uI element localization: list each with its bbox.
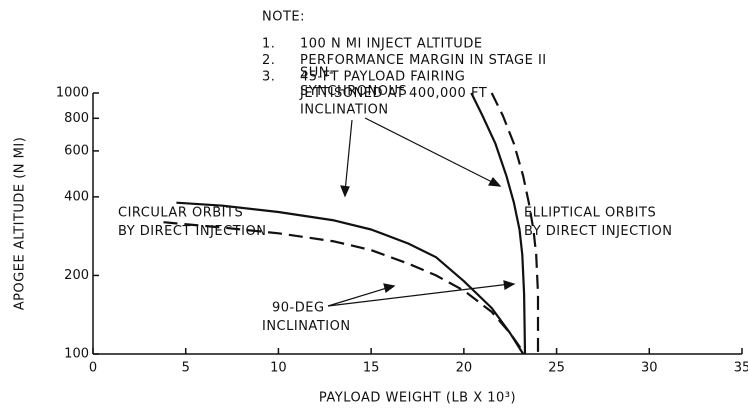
note-number: 3. — [262, 70, 275, 85]
annotation: INCLINATION — [262, 319, 351, 334]
arrow — [364, 117, 497, 185]
x-tick-label: 10 — [270, 361, 287, 376]
y-tick-label: 600 — [64, 143, 89, 158]
annotation: CIRCULAR ORBITS — [118, 206, 243, 221]
x-tick-label: 25 — [548, 361, 565, 376]
y-tick-label: 100 — [64, 347, 89, 362]
y-axis-label: APOGEE ALTITUDE (N MI) — [13, 137, 28, 311]
curve — [163, 221, 525, 353]
arrow-head — [503, 280, 516, 290]
x-tick-label: 30 — [641, 361, 658, 376]
x-tick-label: 35 — [734, 361, 748, 376]
curve — [470, 92, 527, 355]
y-tick-label: 1000 — [56, 86, 89, 101]
x-tick-label: 20 — [456, 361, 473, 376]
curve — [176, 201, 525, 355]
annotation: SUN- — [300, 66, 334, 81]
y-tick-label: 200 — [64, 268, 89, 283]
x-tick-label: 15 — [363, 361, 380, 376]
arrow-head — [340, 185, 350, 198]
annotation: BY DIRECT INJECTION — [524, 224, 672, 239]
y-tick-label: 800 — [64, 111, 89, 126]
y-tick-label: 400 — [64, 189, 89, 204]
note-text: 45-FT PAYLOAD FAIRING — [300, 70, 465, 85]
x-tick-label: 5 — [182, 361, 190, 376]
x-tick-label: 0 — [89, 361, 97, 376]
arrows — [327, 117, 516, 307]
arrow — [327, 283, 511, 307]
annotation: ELLIPTICAL ORBITS — [524, 206, 656, 221]
note-number: 1. — [262, 37, 275, 52]
x-axis-label: PAYLOAD WEIGHT (LB X 10³) — [319, 391, 516, 406]
note-number: 2. — [262, 53, 275, 68]
annotation: INCLINATION — [300, 103, 389, 118]
note-text: PERFORMANCE MARGIN IN STAGE II — [300, 53, 547, 68]
note-text: 100 N MI INJECT ALTITUDE — [300, 37, 483, 52]
annotation: 90-DEG — [272, 301, 325, 316]
annotation: SYNCHRONOUS — [300, 84, 407, 99]
arrow — [344, 119, 353, 193]
note-text: JETTISONED AT 400,000 FT — [299, 86, 487, 101]
arrow-head — [488, 176, 502, 187]
arrow — [327, 286, 391, 307]
arrow-head — [383, 283, 396, 294]
annotation: BY DIRECT INJECTION — [118, 224, 266, 239]
note-title: NOTE: — [262, 10, 305, 25]
curve — [490, 92, 540, 354]
